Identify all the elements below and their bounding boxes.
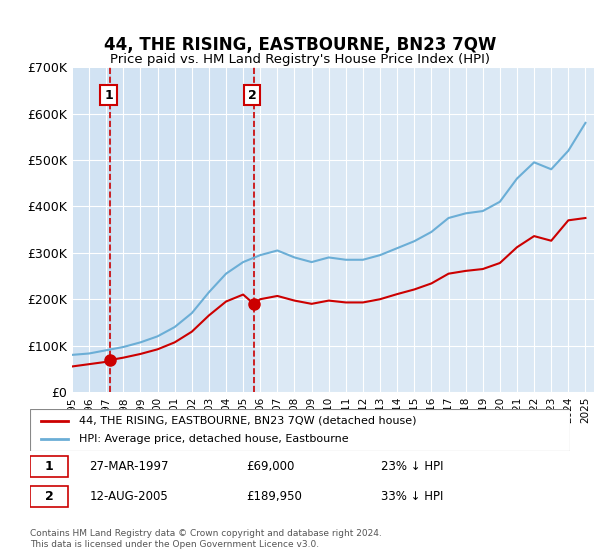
Text: Contains HM Land Registry data © Crown copyright and database right 2024.
This d: Contains HM Land Registry data © Crown c… xyxy=(30,529,382,549)
FancyBboxPatch shape xyxy=(30,456,68,477)
Text: £69,000: £69,000 xyxy=(246,460,295,473)
FancyBboxPatch shape xyxy=(30,486,68,507)
Text: 2: 2 xyxy=(44,489,53,503)
Text: 12-AUG-2005: 12-AUG-2005 xyxy=(89,489,168,503)
Text: 33% ↓ HPI: 33% ↓ HPI xyxy=(381,489,443,503)
Text: HPI: Average price, detached house, Eastbourne: HPI: Average price, detached house, East… xyxy=(79,434,348,444)
Text: 1: 1 xyxy=(104,88,113,101)
Text: 23% ↓ HPI: 23% ↓ HPI xyxy=(381,460,443,473)
Bar xyxy=(110,67,254,392)
Text: 1: 1 xyxy=(44,460,53,473)
Text: 44, THE RISING, EASTBOURNE, BN23 7QW: 44, THE RISING, EASTBOURNE, BN23 7QW xyxy=(104,36,496,54)
Text: 27-MAR-1997: 27-MAR-1997 xyxy=(89,460,169,473)
Text: 44, THE RISING, EASTBOURNE, BN23 7QW (detached house): 44, THE RISING, EASTBOURNE, BN23 7QW (de… xyxy=(79,416,416,426)
Text: 2: 2 xyxy=(248,88,256,101)
Bar xyxy=(72,67,110,392)
Text: Price paid vs. HM Land Registry's House Price Index (HPI): Price paid vs. HM Land Registry's House … xyxy=(110,53,490,66)
FancyBboxPatch shape xyxy=(30,409,570,451)
Text: £189,950: £189,950 xyxy=(246,489,302,503)
